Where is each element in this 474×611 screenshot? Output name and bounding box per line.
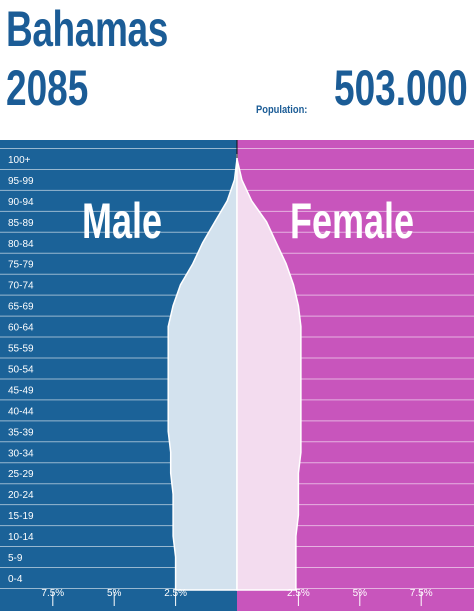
age-group-label: 0-4 (8, 574, 23, 585)
x-tick-label: 7.5% (410, 588, 433, 599)
age-group-label: 90-94 (8, 197, 34, 208)
age-group-label: 65-69 (8, 302, 34, 313)
age-group-label: 80-84 (8, 239, 34, 250)
population-value: 503.000 (334, 60, 468, 116)
age-group-label: 70-74 (8, 281, 34, 292)
age-group-label: 95-99 (8, 176, 34, 187)
x-tick-label: 5% (107, 588, 122, 599)
x-tick-label: 2.5% (287, 588, 310, 599)
age-group-label: 35-39 (8, 427, 34, 438)
population-label: Population: (256, 104, 308, 116)
age-group-label: 25-29 (8, 469, 34, 480)
age-group-label: 45-49 (8, 385, 34, 396)
female-pyramid-shape (236, 154, 302, 591)
age-group-label: 55-59 (8, 344, 34, 355)
female-label: Female (290, 194, 414, 249)
x-tick-label: 7.5% (41, 588, 64, 599)
country-title: Bahamas (6, 1, 168, 57)
age-group-label: 5-9 (8, 553, 23, 564)
age-group-label: 50-54 (8, 364, 34, 375)
x-tick-label: 2.5% (164, 588, 187, 599)
age-group-label: 100+ (8, 155, 31, 166)
population-pyramid-chart: 0-4 5-9 10-14 15-19 20-24 25-29 30-34 35-39 40-4… (0, 140, 474, 611)
age-group-label: 20-24 (8, 490, 34, 501)
age-group-label: 40-44 (8, 406, 34, 417)
age-group-label: 60-64 (8, 323, 34, 334)
male-pyramid-shape (167, 154, 238, 591)
x-tick-label: 5% (353, 588, 368, 599)
age-group-label: 10-14 (8, 532, 34, 543)
age-group-label: 30-34 (8, 448, 34, 459)
age-group-label: 15-19 (8, 511, 34, 522)
year-title: 2085 (6, 60, 89, 116)
male-label: Male (82, 194, 162, 249)
age-group-label: 85-89 (8, 218, 34, 229)
age-group-label: 75-79 (8, 260, 34, 271)
